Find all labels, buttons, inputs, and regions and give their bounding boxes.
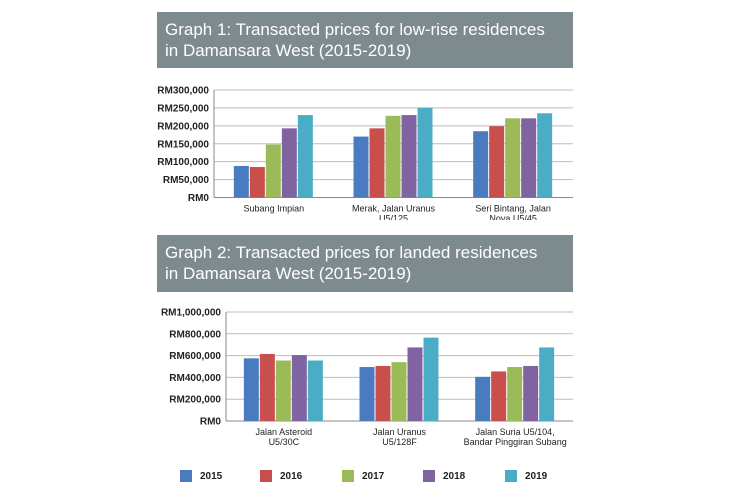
bar-2015-2 (475, 376, 491, 421)
legend-swatch (180, 470, 192, 482)
bar-2019-1 (417, 107, 433, 198)
legend-item-2018: 2018 (423, 466, 465, 486)
bar-2016-2 (491, 371, 507, 421)
x-category-label: Jalan Uranus (373, 427, 427, 437)
legend: 2015 2016 2017 2018 2019 (180, 466, 580, 490)
bar-2018-1 (407, 347, 423, 421)
bar-2019-1 (423, 337, 439, 421)
bar-2019-2 (537, 113, 553, 198)
x-category-label: Jalan Asteroid (256, 427, 313, 437)
graph1-title: Graph 1: Transacted prices for low-rise … (165, 20, 545, 39)
legend-swatch (342, 470, 354, 482)
bar-2017-1 (391, 362, 407, 421)
bar-2016-1 (375, 365, 391, 421)
bar-2018-1 (401, 115, 417, 198)
x-category-label: Nova U5/45 (489, 214, 537, 221)
graph1-subtitle: in Damansara West (2015-2019) (165, 41, 412, 60)
bar-2015-0 (233, 165, 249, 198)
y-tick-label: RM800,000 (169, 329, 221, 340)
y-tick-label: RM200,000 (157, 121, 209, 132)
bar-2018-0 (281, 128, 297, 198)
bar-2017-2 (507, 367, 523, 421)
bar-2019-0 (297, 115, 313, 198)
bar-2018-0 (291, 355, 307, 421)
bar-2017-1 (385, 115, 401, 198)
legend-label: 2015 (200, 470, 223, 482)
y-tick-label: RM300,000 (157, 86, 209, 97)
graph2-title: Graph 2: Transacted prices for landed re… (165, 243, 538, 262)
x-category-label: Subang Impian (244, 204, 305, 214)
legend-swatch (423, 470, 435, 482)
graph2-chart: RM0 RM200,000 RM400,000 RM600,000 RM800,000 R… (161, 308, 573, 447)
legend-item-2015: 2015 (180, 466, 222, 486)
bar-2015-0 (243, 358, 259, 421)
legend-swatch (260, 470, 272, 482)
x-category-label: U5/128F (382, 437, 417, 447)
bar-2017-2 (505, 118, 521, 198)
x-category-label: Jalan Suria U5/104, (476, 427, 555, 437)
y-tick-label: RM150,000 (157, 139, 209, 150)
bar-2016-0 (249, 167, 265, 198)
y-tick-label: RM0 (188, 193, 210, 204)
graph2-subtitle: in Damansara West (2015-2019) (165, 264, 412, 283)
y-tick-label: RM400,000 (169, 373, 221, 384)
y-tick-label: RM100,000 (157, 157, 209, 168)
graph2-title-banner: Graph 2: Transacted prices for landed re… (157, 235, 573, 292)
x-category-label: Merak, Jalan Uranus (352, 204, 436, 214)
bar-2018-2 (523, 365, 539, 421)
legend-swatch (505, 470, 517, 482)
bar-2017-0 (265, 144, 281, 198)
legend-label: 2017 (362, 470, 385, 482)
y-tick-label: RM600,000 (169, 351, 221, 362)
legend-item-2017: 2017 (342, 466, 384, 486)
y-tick-label: RM0 (200, 417, 222, 428)
y-tick-label: RM200,000 (169, 395, 221, 406)
bar-2016-2 (489, 126, 505, 198)
y-tick-label: RM1,000,000 (161, 308, 221, 319)
bar-2016-0 (259, 353, 275, 421)
bar-2016-1 (369, 128, 385, 198)
x-category-label: Seri Bintang, Jalan (475, 204, 551, 214)
bar-2019-0 (307, 360, 323, 421)
y-tick-label: RM50,000 (163, 175, 210, 186)
bar-2019-2 (539, 347, 555, 421)
y-tick-label: RM250,000 (157, 103, 209, 114)
graph1-title-banner: Graph 1: Transacted prices for low-rise … (157, 12, 573, 68)
bar-2015-2 (473, 131, 489, 198)
x-category-label: Bandar Pinggiran Subang (464, 437, 567, 447)
graph1-chart: RM0 RM50,000 RM100,000 RM150,000 RM200,000 RM… (157, 86, 573, 221)
bar-2015-1 (359, 367, 375, 421)
bar-2017-0 (275, 360, 291, 421)
bar-2015-1 (353, 136, 369, 198)
legend-item-2016: 2016 (260, 466, 302, 486)
legend-label: 2018 (443, 470, 466, 482)
legend-label: 2019 (525, 470, 548, 482)
legend-label: 2016 (280, 470, 303, 482)
x-category-label: U5/30C (269, 437, 300, 447)
x-category-label: U5/125 (379, 214, 408, 221)
legend-item-2019: 2019 (505, 466, 547, 486)
bar-2018-2 (521, 118, 537, 198)
